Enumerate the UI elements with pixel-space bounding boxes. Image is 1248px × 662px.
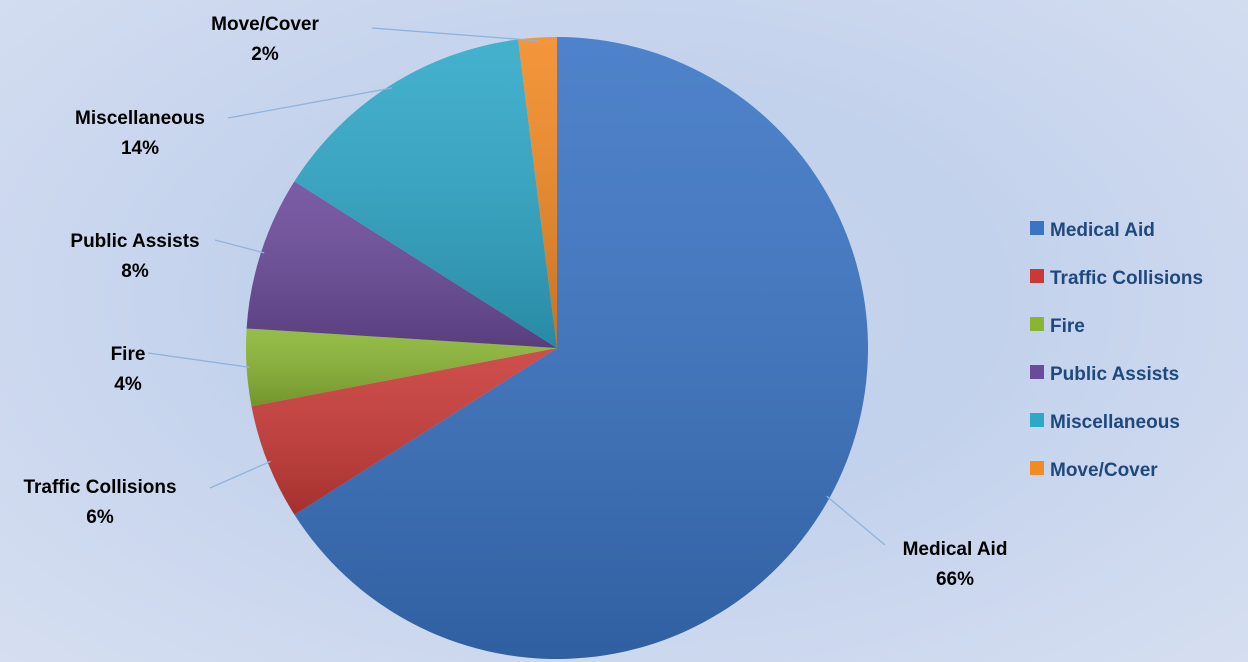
legend-item-public-assists: Public Assists — [1030, 364, 1179, 385]
legend-item-medical-aid: Medical Aid — [1030, 220, 1155, 241]
legend-swatch — [1030, 269, 1044, 283]
leader-line-medical-aid — [826, 495, 886, 546]
data-label-percent: 4% — [114, 374, 142, 395]
leader-line-move-cover — [371, 27, 538, 42]
pie-slice-move-cover — [518, 37, 557, 348]
legend: Medical Aid Traffic Collisions Fire Public … — [1030, 220, 1203, 481]
leader-line-public-assists — [214, 239, 265, 254]
data-label-miscellaneous: Miscellaneous 14% — [75, 108, 205, 159]
data-label-percent: 14% — [121, 138, 159, 159]
data-label-fire: Fire 4% — [111, 344, 146, 395]
data-label-percent: 2% — [251, 44, 279, 65]
legend-item-miscellaneous: Miscellaneous — [1030, 412, 1180, 433]
data-label-category: Traffic Collisions — [23, 477, 176, 498]
data-label-percent: 8% — [121, 261, 149, 282]
data-label-category: Public Assists — [70, 231, 199, 252]
data-labels: Medical Aid 66% Traffic Collisions 6% Fire 4%… — [23, 14, 1007, 590]
legend-item-fire: Fire — [1030, 316, 1085, 337]
data-label-medical-aid: Medical Aid 66% — [903, 539, 1008, 590]
leader-line-fire — [147, 352, 250, 368]
legend-label: Fire — [1050, 316, 1085, 337]
legend-label: Miscellaneous — [1050, 412, 1180, 433]
legend-label: Move/Cover — [1050, 460, 1158, 481]
legend-swatch — [1030, 461, 1044, 475]
legend-label: Traffic Collisions — [1050, 268, 1203, 289]
data-label-category: Fire — [111, 344, 146, 365]
legend-swatch — [1030, 317, 1044, 331]
legend-label: Medical Aid — [1050, 220, 1155, 241]
pie-slice-shade — [294, 39, 557, 348]
data-label-category: Move/Cover — [211, 14, 319, 35]
data-label-category: Medical Aid — [903, 539, 1008, 560]
pie-slice-shade — [245, 328, 557, 407]
data-label-percent: 66% — [936, 569, 974, 590]
legend-swatch — [1030, 365, 1044, 379]
data-label-move-cover: Move/Cover 2% — [211, 14, 319, 65]
pie-slice-shade — [294, 37, 868, 660]
pie-slice-public-assists — [246, 181, 558, 348]
leader-line-miscellaneous — [227, 87, 393, 119]
pie-slice-shade — [518, 37, 557, 348]
legend-item-move-cover: Move/Cover — [1030, 460, 1158, 481]
slices-layer — [245, 37, 868, 660]
pie-slice-medical-aid — [294, 37, 868, 660]
leader-lines — [147, 27, 886, 546]
legend-item-traffic-collisions: Traffic Collisions — [1030, 268, 1203, 289]
legend-swatch — [1030, 413, 1044, 427]
data-label-traffic-collisions: Traffic Collisions 6% — [23, 477, 176, 528]
data-label-category: Miscellaneous — [75, 108, 205, 129]
legend-swatch — [1030, 221, 1044, 235]
pie-slice-miscellaneous — [294, 39, 557, 348]
pie-slice-fire — [245, 328, 557, 407]
pie-slice-shade — [246, 181, 558, 348]
pie-slice-traffic-collisions — [251, 348, 557, 515]
data-label-percent: 6% — [86, 507, 114, 528]
legend-label: Public Assists — [1050, 364, 1179, 385]
pie-slice-shade — [251, 348, 557, 515]
data-label-public-assists: Public Assists 8% — [70, 231, 199, 282]
leader-line-traffic-collisions — [209, 460, 271, 489]
